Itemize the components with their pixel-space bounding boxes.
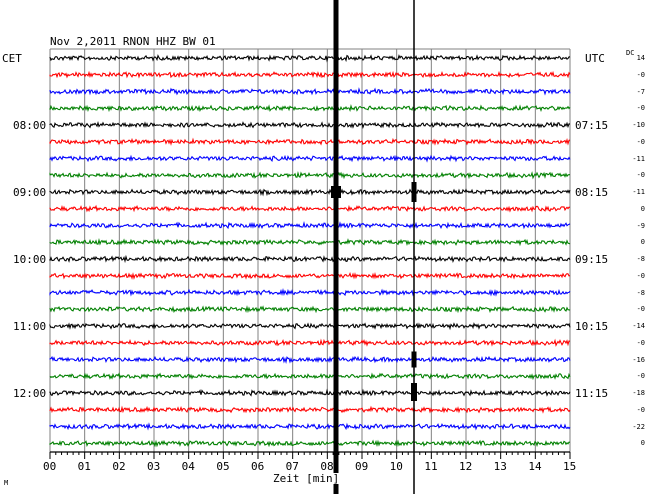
left-hour-label: 10:00 bbox=[13, 253, 47, 266]
x-tick-label: 08 bbox=[320, 460, 334, 473]
x-tick-label: 06 bbox=[251, 460, 265, 473]
dc-offset-label: 0 bbox=[640, 204, 645, 213]
right-hour-label: 08:15 bbox=[575, 186, 609, 199]
x-tick-label: 15 bbox=[563, 460, 577, 473]
dc-offset-label: -11 bbox=[632, 188, 645, 196]
dc-offset-label: -0 bbox=[636, 271, 645, 280]
x-tick-label: 11 bbox=[424, 460, 438, 473]
trace-9 bbox=[49, 204, 571, 213]
dc-offset-label: -9 bbox=[636, 221, 645, 230]
trace-8 bbox=[49, 188, 571, 197]
right-hour-label: 07:15 bbox=[575, 119, 609, 132]
event-band-burst bbox=[331, 186, 341, 198]
dc-offset-label: -16 bbox=[632, 355, 645, 364]
x-tick-label: 03 bbox=[147, 460, 161, 473]
dc-offset-label: -8 bbox=[636, 288, 645, 297]
dc-offset-label: -0 bbox=[636, 338, 645, 347]
trace-11 bbox=[49, 238, 571, 247]
x-tick-label: 10 bbox=[389, 460, 403, 473]
event-line-burst-3 bbox=[411, 383, 417, 401]
dc-offset-label: 0 bbox=[640, 439, 645, 448]
trace-14 bbox=[49, 288, 571, 297]
x-tick-label: 04 bbox=[181, 460, 195, 473]
dc-offset-label: -7 bbox=[636, 87, 645, 96]
trace-21 bbox=[49, 405, 571, 414]
dc-offset-label: 14 bbox=[636, 54, 645, 62]
dc-offset-label: -11 bbox=[632, 154, 645, 163]
trace-18 bbox=[49, 355, 571, 365]
trace-15 bbox=[49, 305, 571, 314]
x-tick-label: 07 bbox=[285, 460, 299, 473]
x-tick-label: 09 bbox=[355, 460, 369, 473]
trace-19 bbox=[49, 372, 571, 381]
trace-6 bbox=[49, 154, 571, 163]
dc-offset-label: -22 bbox=[632, 422, 645, 431]
right-timezone-label: UTC bbox=[585, 52, 605, 65]
left-hour-label: 09:00 bbox=[13, 186, 47, 199]
trace-16 bbox=[49, 322, 571, 331]
footer-mark: M bbox=[4, 479, 9, 487]
x-tick-label: 02 bbox=[112, 460, 126, 473]
trace-10 bbox=[49, 220, 571, 230]
left-timezone-label: CET bbox=[2, 52, 22, 65]
dc-offset-label: -0 bbox=[636, 305, 645, 314]
dc-offset-label: -0 bbox=[636, 171, 645, 180]
dc-offset-label: -0 bbox=[636, 104, 645, 113]
left-hour-label: 12:00 bbox=[13, 387, 47, 400]
left-hour-label: 11:00 bbox=[13, 320, 47, 333]
trace-3 bbox=[49, 104, 571, 113]
trace-5 bbox=[49, 137, 571, 146]
trace-20 bbox=[49, 388, 571, 397]
dc-offset-label: -0 bbox=[636, 70, 645, 79]
trace-17 bbox=[49, 338, 571, 347]
event-line-burst-2 bbox=[411, 351, 417, 368]
right-hour-label: 11:15 bbox=[575, 387, 609, 400]
chart-title: Nov 2,2011 RNON HHZ BW 01 bbox=[50, 35, 216, 48]
trace-2 bbox=[49, 87, 571, 96]
dc-offset-label: 0 bbox=[640, 238, 645, 247]
left-hour-label: 08:00 bbox=[13, 119, 47, 132]
right-hour-label: 09:15 bbox=[575, 253, 609, 266]
x-tick-label: 12 bbox=[459, 460, 473, 473]
dc-offset-label: -0 bbox=[636, 137, 645, 146]
dc-offset-label: -0 bbox=[636, 372, 645, 381]
trace-13 bbox=[49, 271, 571, 280]
trace-7 bbox=[49, 170, 570, 180]
trace-23 bbox=[49, 439, 570, 448]
dc-offset-label: -0 bbox=[636, 405, 645, 414]
dc-offset-label: -18 bbox=[632, 389, 645, 397]
trace-4 bbox=[49, 120, 570, 130]
x-axis-label: Zeit [min] bbox=[272, 472, 341, 485]
right-hour-label: 10:15 bbox=[575, 320, 609, 333]
x-tick-label: 00 bbox=[43, 460, 57, 473]
event-line-thin bbox=[413, 0, 415, 494]
x-tick-label: 14 bbox=[528, 460, 542, 473]
dc-offset-label: -10 bbox=[632, 121, 645, 129]
trace-12 bbox=[49, 254, 571, 264]
dc-header: DC bbox=[626, 49, 635, 57]
event-band-strong bbox=[333, 0, 339, 494]
dc-offset-label: -14 bbox=[632, 322, 645, 330]
x-tick-label: 05 bbox=[216, 460, 230, 473]
x-tick-label: 13 bbox=[493, 460, 507, 473]
trace-22 bbox=[49, 422, 571, 431]
trace-1 bbox=[49, 70, 571, 79]
trace-0 bbox=[49, 54, 571, 63]
x-tick-label: 01 bbox=[77, 460, 91, 473]
event-line-burst-1 bbox=[411, 182, 417, 202]
dc-offset-label: -8 bbox=[636, 255, 645, 263]
